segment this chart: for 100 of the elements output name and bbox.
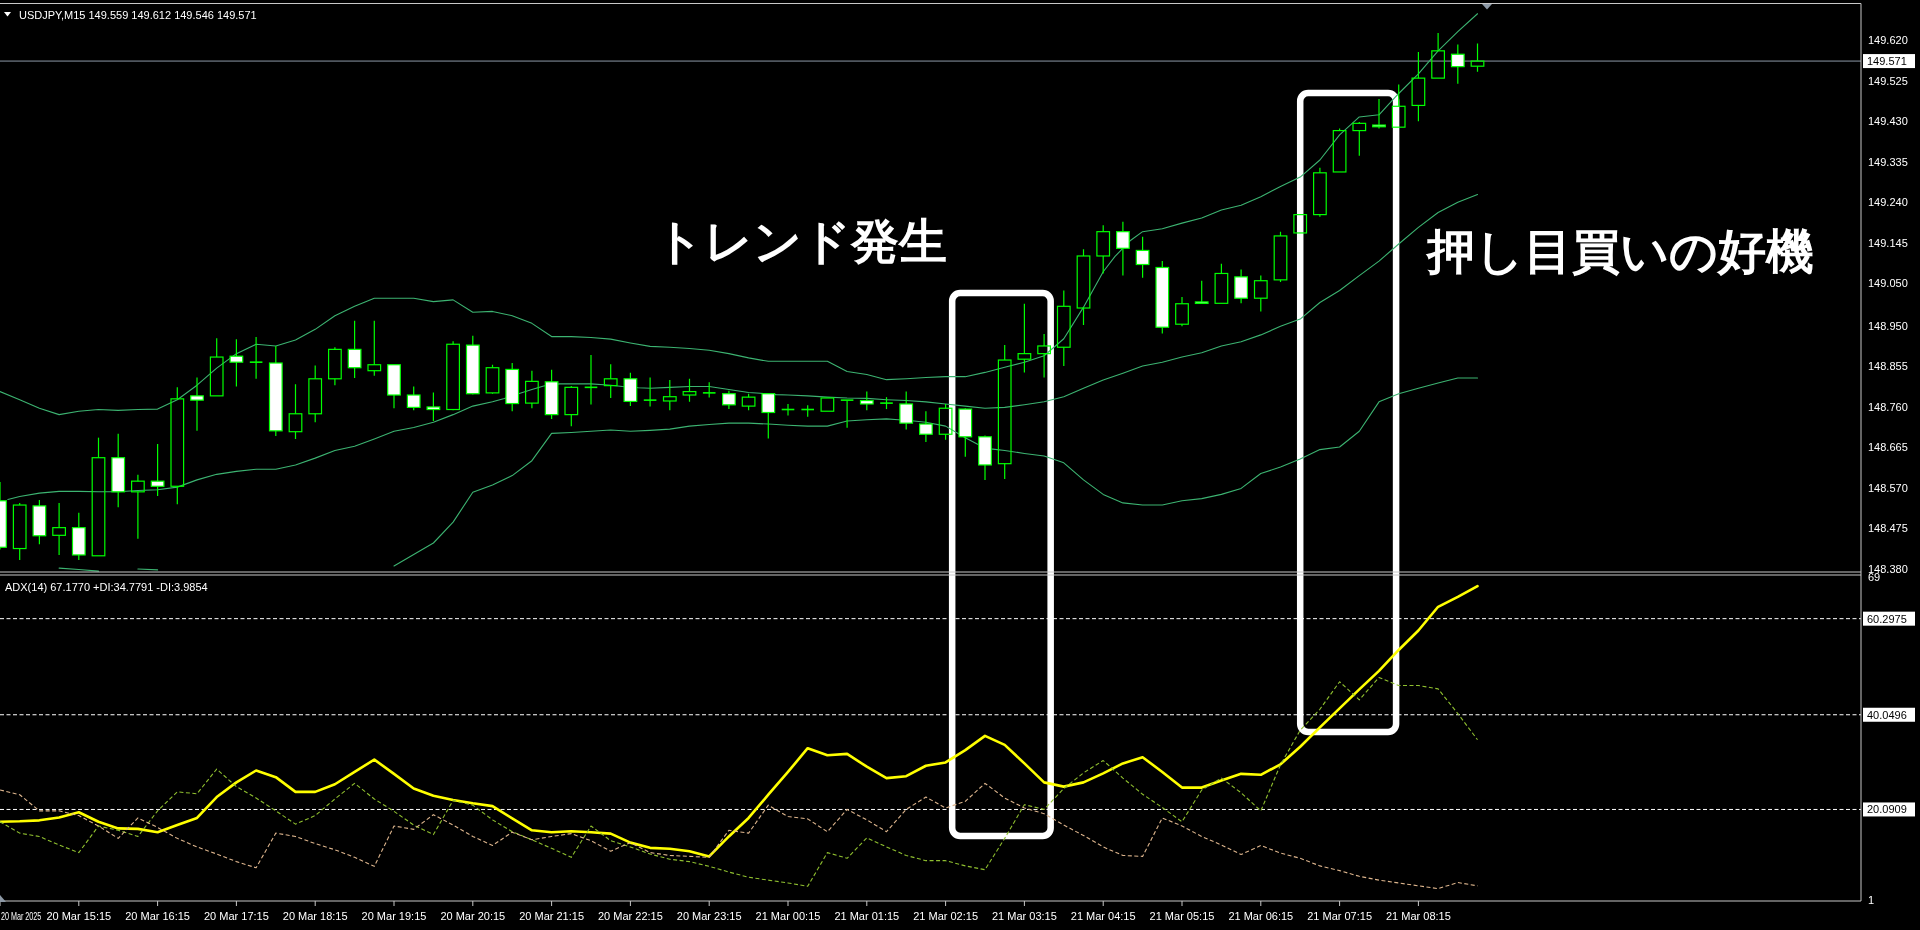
candlestick — [426, 391, 441, 422]
x-tick-label: 21 Mar 08:15 — [1385, 910, 1451, 922]
line-series — [7, 194, 1479, 501]
candlestick — [978, 436, 992, 481]
candlestick — [1194, 280, 1209, 305]
band-label: トレンド発生 — [655, 213, 948, 269]
x-tick-label: 21 Mar 05:15 — [1149, 910, 1215, 922]
line-series — [0, 782, 1479, 890]
candlestick — [91, 437, 106, 557]
x-tick-label: 20 Mar 15:15 — [46, 910, 112, 922]
x-tick-label: 21 Mar 00:15 — [755, 910, 821, 922]
candlestick — [1175, 296, 1189, 327]
text: ADX(14) 67.1770 +DI:34.7791 -DI:3.9854 — [5, 580, 208, 593]
candlestick — [249, 336, 264, 380]
candlestick — [1037, 333, 1052, 379]
y-tick-label: 148.570 — [1868, 481, 1908, 494]
candlestick — [525, 370, 539, 409]
candlestick — [131, 474, 145, 540]
candlestick — [820, 397, 835, 412]
candlestick — [761, 393, 776, 440]
candlestick — [71, 512, 86, 561]
line-series — [0, 13, 1479, 416]
x-tick-label: 20 Mar 23:15 — [676, 910, 742, 922]
candlestick — [1450, 43, 1465, 85]
y-tick-label: 149.145 — [1868, 236, 1908, 249]
candlestick — [662, 379, 677, 411]
x-tick-label: 21 Mar 02:15 — [913, 910, 979, 922]
candlestick — [367, 320, 382, 377]
x-tick-label: 20 Mar 2025 — [1, 910, 42, 923]
candlestick — [1253, 275, 1268, 313]
candlestick — [899, 391, 914, 431]
candlestick — [1017, 303, 1032, 374]
candlestick — [229, 338, 244, 388]
candlestick — [1293, 214, 1308, 234]
x-tick-label: 20 Mar 18:15 — [282, 910, 348, 922]
line-series — [393, 377, 1479, 567]
y-tick-label: 149.240 — [1868, 196, 1908, 209]
candlestick — [288, 383, 303, 440]
candlestick — [1391, 83, 1406, 128]
ref-line-label: 149.571 — [1867, 55, 1907, 68]
candlestick — [1135, 236, 1150, 279]
candlestick — [1096, 224, 1111, 275]
candlestick — [170, 386, 185, 505]
x-tick-label: 21 Mar 04:15 — [1070, 910, 1136, 922]
candlestick — [722, 390, 736, 410]
candlestick — [1056, 289, 1071, 367]
candlestick — [446, 340, 461, 411]
y-tick-label: 149.050 — [1868, 277, 1908, 290]
candlestick — [111, 433, 126, 508]
y-tick-label: 149.430 — [1868, 115, 1908, 128]
ref-line-label: 40.0496 — [1867, 708, 1907, 721]
x-tick-label: 20 Mar 21:15 — [519, 910, 585, 922]
candlestick — [682, 378, 697, 403]
candlestick — [52, 502, 66, 556]
text: USDJPY,M15 149.559 149.612 149.546 149.571 — [19, 9, 257, 21]
x-tick-label: 21 Mar 01:15 — [834, 910, 900, 922]
candlestick — [1470, 42, 1485, 73]
band-label: 押し目買いの好機 — [1425, 223, 1815, 279]
candlestick — [919, 410, 933, 443]
candlestick — [347, 320, 362, 379]
ref-line-label: 20.0909 — [1867, 803, 1907, 816]
y-tick-label: 148.475 — [1868, 522, 1908, 535]
candlestick — [268, 345, 283, 437]
x-tick-label: 20 Mar 17:15 — [203, 910, 269, 922]
y-tick-label: 149.335 — [1868, 155, 1908, 168]
y-tick-label: 148.760 — [1868, 400, 1908, 413]
y-tick-label: 148.665 — [1868, 441, 1908, 454]
candlestick — [328, 346, 342, 386]
y-tick-label: 149.525 — [1868, 74, 1908, 87]
x-tick-label: 20 Mar 20:15 — [440, 910, 506, 922]
candlestick — [603, 363, 618, 399]
candlestick — [1076, 248, 1091, 326]
y-tick-label: 149.620 — [1868, 34, 1908, 47]
candlestick — [1234, 269, 1249, 304]
line-series — [0, 584, 1479, 858]
x-tick-label: 20 Mar 19:15 — [361, 910, 427, 922]
ref-line-label: 60.2975 — [1867, 612, 1907, 625]
candlestick — [643, 376, 658, 408]
x-tick-label: 20 Mar 16:15 — [125, 910, 191, 922]
candlestick — [1352, 122, 1367, 157]
candlestick — [840, 399, 855, 429]
y-tick-label: 1 — [1868, 894, 1875, 907]
x-tick-label: 21 Mar 03:15 — [991, 910, 1057, 922]
x-tick-label: 21 Mar 07:15 — [1307, 910, 1373, 922]
y-tick-label: 148.855 — [1868, 360, 1908, 373]
candlestick — [150, 443, 165, 497]
candlestick — [308, 364, 323, 423]
candlestick — [387, 364, 401, 409]
candlestick — [1431, 32, 1446, 79]
candlestick — [1411, 51, 1426, 122]
candlestick — [1372, 98, 1386, 128]
candlestick — [190, 376, 204, 432]
candlestick — [209, 337, 224, 397]
candlestick — [1116, 221, 1130, 277]
x-tick-label: 21 Mar 06:15 — [1228, 910, 1294, 922]
x-tick-label: 20 Mar 22:15 — [597, 910, 663, 922]
candlestick — [997, 344, 1012, 480]
candlestick — [1313, 167, 1327, 218]
line-series — [0, 676, 1479, 887]
y-tick-label: 148.950 — [1868, 319, 1908, 332]
